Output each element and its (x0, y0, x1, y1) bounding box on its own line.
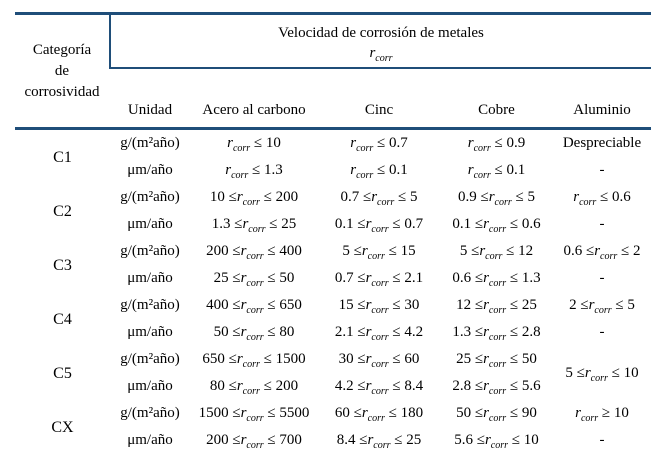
value-cell: 0.9 ≤rcorr ≤ 5 (457, 189, 536, 208)
value-cell: 1500 ≤rcorr ≤ 5500 (198, 405, 310, 424)
value-cell: rcorr ≤ 0.6 (573, 189, 631, 208)
unit-cell: g/(m²año) (120, 243, 180, 259)
table-row: μm/año 1.3 ≤rcorr ≤ 25 0.1 ≤rcorr ≤ 0.7 0.1… (15, 211, 651, 238)
value-cell: 25 ≤rcorr ≤ 50 (456, 351, 537, 370)
value-cell: 8.4 ≤rcorr ≤ 25 (336, 432, 422, 451)
unit-cell: μm/año (127, 270, 173, 286)
value-cell: 200 ≤rcorr ≤ 400 (206, 243, 302, 262)
value-cell: 650 ≤rcorr ≤ 1500 (202, 351, 306, 370)
table-row: μm/año 200 ≤rcorr ≤ 700 8.4 ≤rcorr ≤ 25 5.6… (15, 427, 651, 453)
unit-cell: μm/año (127, 324, 173, 340)
banner-cell: Velocidad de corrosión de metales rcorr (109, 13, 651, 69)
table-body: C1 g/(m²año) rcorr ≤ 10 rcorr ≤ 0.7 rcorr ≤ … (15, 129, 651, 453)
value-cell: 2 ≤rcorr ≤ 5 (569, 297, 635, 316)
value-cell: 5 ≤rcorr ≤ 15 (342, 243, 416, 262)
table-row: C3 g/(m²año) 200 ≤rcorr ≤ 400 5 ≤rcorr ≤ 15… (15, 238, 651, 274)
category-cell: C2 (53, 202, 72, 220)
category-header-line: Categoría (32, 41, 92, 58)
value-cell: 0.6 ≤rcorr ≤ 1.3 (452, 270, 541, 289)
value-cell: Despreciable (562, 135, 642, 151)
header-row-columns: Unidad Acero al carbono Cinc Cobre Alumi… (15, 68, 651, 130)
value-cell: 60 ≤rcorr ≤ 180 (334, 405, 424, 424)
value-cell: 30 ≤rcorr ≤ 60 (338, 351, 420, 370)
value-cell: 50 ≤rcorr ≤ 80 (213, 324, 295, 343)
table-row: μm/año 25 ≤rcorr ≤ 50 0.7 ≤rcorr ≤ 2.1 0.6 … (15, 265, 651, 292)
unit-cell: μm/año (127, 432, 173, 448)
value-cell: 4.2 ≤rcorr ≤ 8.4 (334, 378, 424, 397)
value-cell: 400 ≤rcorr ≤ 650 (206, 297, 302, 316)
table-row: μm/año rcorr ≤ 1.3 rcorr ≤ 0.1 rcorr ≤ 0.1 - (15, 157, 651, 184)
value-cell: 0.1 ≤rcorr ≤ 0.6 (452, 216, 541, 235)
value-cell: 5 ≤rcorr ≤ 10 (565, 364, 639, 384)
value-cell: 80 ≤rcorr ≤ 200 (209, 378, 299, 397)
value-cell: rcorr ≤ 10 (227, 135, 281, 154)
category-header-line: corrosividad (24, 83, 100, 100)
column-header-aluminio: Aluminio (553, 68, 651, 130)
table-row: C2 g/(m²año) 10 ≤rcorr ≤ 200 0.7 ≤rcorr ≤ 5… (15, 184, 651, 220)
value-cell: 1.3 ≤rcorr ≤ 25 (211, 216, 297, 235)
value-cell: 1.3 ≤rcorr ≤ 2.8 (452, 324, 541, 343)
column-header-acero: Acero al carbono (190, 68, 318, 130)
value-cell: - (599, 162, 605, 178)
category-cell: C4 (53, 310, 72, 328)
value-cell: rcorr ≤ 1.3 (225, 162, 283, 181)
unit-cell: g/(m²año) (120, 405, 180, 421)
unit-cell: g/(m²año) (120, 189, 180, 205)
table-row: C5 g/(m²año) 650 ≤rcorr ≤ 1500 30 ≤rcorr ≤ … (15, 346, 651, 383)
value-cell: 10 ≤rcorr ≤ 200 (209, 189, 299, 208)
column-header-cobre: Cobre (440, 68, 553, 130)
value-cell: 0.6 ≤rcorr ≤ 2 (563, 243, 641, 262)
category-header-line: de (54, 62, 70, 79)
unit-cell: μm/año (127, 378, 173, 394)
value-cell: 25 ≤rcorr ≤ 50 (213, 270, 295, 289)
value-cell: 0.7 ≤rcorr ≤ 5 (340, 189, 418, 208)
unit-cell: g/(m²año) (120, 351, 180, 367)
value-cell: rcorr ≥ 10 (575, 405, 629, 424)
value-cell: rcorr ≤ 0.7 (350, 135, 408, 154)
value-cell: - (599, 324, 605, 340)
table-row: C1 g/(m²año) rcorr ≤ 10 rcorr ≤ 0.7 rcorr ≤ … (15, 129, 651, 166)
table-row: C4 g/(m²año) 400 ≤rcorr ≤ 650 15 ≤rcorr ≤ 3… (15, 292, 651, 328)
category-cell: CX (51, 418, 74, 436)
unit-cell: μm/año (127, 216, 173, 232)
corrosion-rate-table: Categoría de corrosividad Velocidad de c… (15, 12, 651, 453)
value-cell: rcorr ≤ 0.1 (350, 162, 408, 181)
value-cell: 15 ≤rcorr ≤ 30 (338, 297, 420, 316)
value-cell: 50 ≤rcorr ≤ 90 (456, 405, 537, 424)
category-cell: C5 (53, 364, 72, 382)
table-row: μm/año 50 ≤rcorr ≤ 80 2.1 ≤rcorr ≤ 4.2 1.3 … (15, 319, 651, 346)
unit-cell: g/(m²año) (120, 135, 180, 151)
rcorr-subscript: corr (375, 53, 393, 64)
column-header-cinc: Cinc (318, 68, 440, 130)
value-cell: rcorr ≤ 0.1 (467, 162, 526, 181)
value-cell: 0.1 ≤rcorr ≤ 0.7 (334, 216, 424, 235)
value-cell: - (599, 216, 605, 232)
column-header-unidad: Unidad (110, 68, 190, 130)
header-row-banner: Categoría de corrosividad Velocidad de c… (15, 13, 651, 130)
banner-title: Velocidad de corrosión de metales (278, 25, 484, 41)
table-header: Categoría de corrosividad Velocidad de c… (15, 13, 651, 130)
category-cell: C1 (53, 148, 72, 166)
category-header-cell: Categoría de corrosividad (15, 13, 110, 130)
value-cell: 0.7 ≤rcorr ≤ 2.1 (334, 270, 424, 289)
value-cell: 12 ≤rcorr ≤ 25 (456, 297, 537, 316)
table-row: CX g/(m²año) 1500 ≤rcorr ≤ 5500 60 ≤rcorr ≤… (15, 400, 651, 436)
value-cell: 5.6 ≤rcorr ≤ 10 (454, 432, 539, 451)
unit-cell: g/(m²año) (120, 297, 180, 313)
rcorr-symbol: rcorr (111, 44, 651, 64)
table-row: μm/año 80 ≤rcorr ≤ 200 4.2 ≤rcorr ≤ 8.4 2.8… (15, 373, 651, 400)
category-cell: C3 (53, 256, 72, 274)
value-cell: - (599, 432, 605, 448)
unit-cell: μm/año (127, 162, 173, 178)
value-cell: 5 ≤rcorr ≤ 12 (459, 243, 534, 262)
value-cell: rcorr ≤ 0.9 (467, 135, 526, 154)
value-cell: 2.8 ≤rcorr ≤ 5.6 (452, 378, 541, 397)
value-cell: 200 ≤rcorr ≤ 700 (206, 432, 302, 451)
rcorr-base: r (369, 45, 376, 61)
value-cell: 2.1 ≤rcorr ≤ 4.2 (334, 324, 424, 343)
value-cell: - (599, 270, 605, 286)
